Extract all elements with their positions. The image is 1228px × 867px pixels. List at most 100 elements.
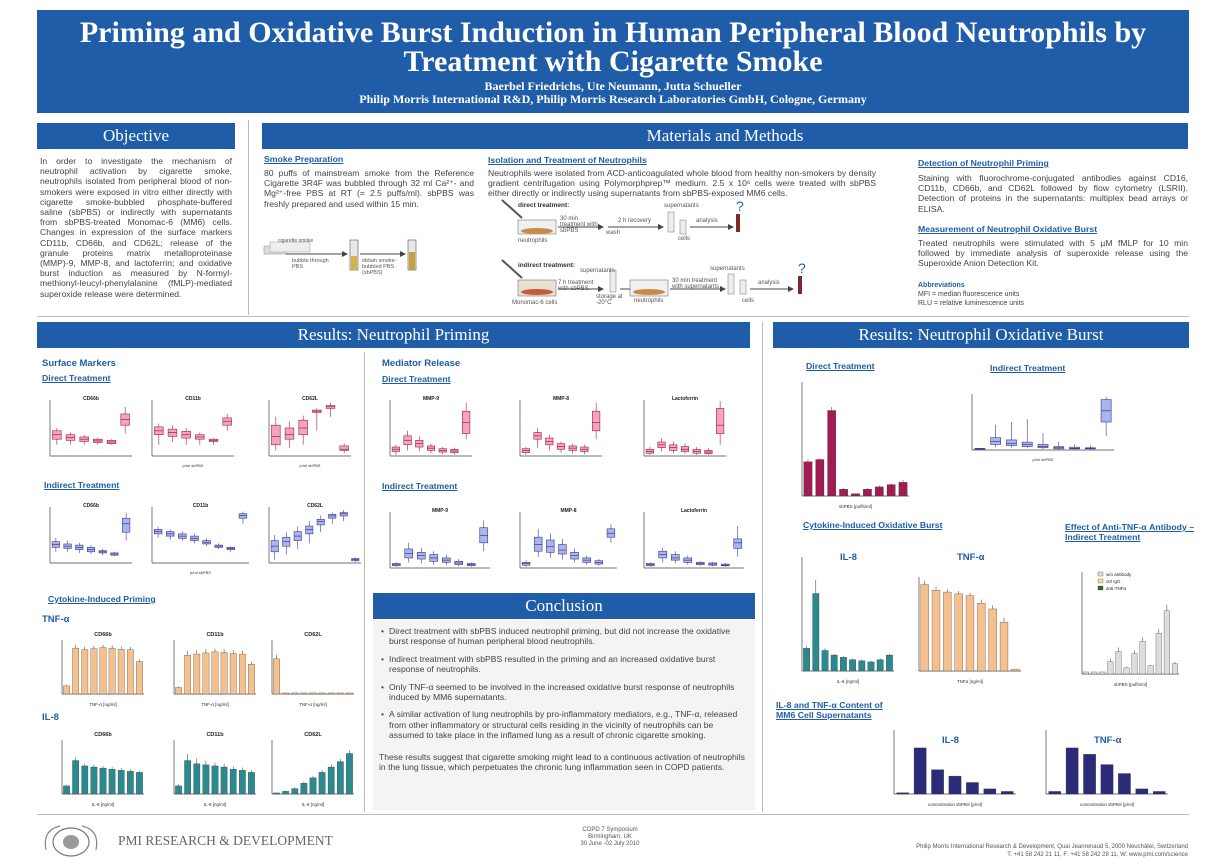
bar bbox=[815, 459, 825, 497]
bar bbox=[81, 649, 89, 695]
bar bbox=[318, 692, 326, 695]
chart-svg: concentration sbPBS [p/ml] bbox=[1045, 730, 1168, 807]
legend-swatch bbox=[1097, 571, 1104, 577]
bar bbox=[126, 771, 134, 795]
chart-cd66b-indirect: CD66b bbox=[36, 495, 136, 577]
chart-svg: sbPBS [puffs/ml] bbox=[801, 382, 909, 509]
bar bbox=[876, 659, 884, 672]
bar bbox=[126, 649, 134, 695]
box bbox=[122, 517, 131, 533]
chart-title: CD11b bbox=[185, 396, 201, 402]
diagram-mm6: Monomac-6 cells bbox=[512, 300, 558, 306]
bar bbox=[108, 647, 116, 695]
chart-title: Lactoferrin bbox=[681, 508, 707, 514]
box bbox=[271, 424, 281, 446]
chart-title: CD66b bbox=[94, 632, 112, 638]
chart-svg: CD66b TNF-α [ng/ml] bbox=[61, 632, 144, 707]
bar bbox=[90, 766, 98, 795]
chart-cd11b-direct: CD11b p/ml sbPBS bbox=[138, 388, 238, 470]
diagram-wash: wash bbox=[606, 230, 621, 236]
bar bbox=[863, 489, 872, 497]
event-location: Birmingham, UK bbox=[588, 834, 632, 840]
bar bbox=[238, 770, 246, 795]
event-dates: 30 June -02 July 2010 bbox=[580, 841, 640, 847]
chart-cd62l-indirect: CD62L bbox=[255, 495, 365, 577]
divider-priming bbox=[364, 352, 365, 812]
footer-address: Philip Morris International Research & D… bbox=[916, 844, 1188, 850]
bar bbox=[193, 763, 201, 795]
chart-svg: CD66b bbox=[49, 396, 132, 457]
event-name: COPD 7 Symposium bbox=[582, 827, 638, 833]
box bbox=[592, 410, 601, 432]
chart-svg: MMP-8 bbox=[519, 508, 617, 569]
chart-title: CD62L bbox=[307, 503, 323, 509]
bar bbox=[988, 608, 997, 672]
bar bbox=[874, 486, 884, 497]
chart-mm6-il8: concentration sbPBS [p/ml] bbox=[880, 718, 1020, 808]
bar bbox=[336, 761, 344, 795]
bar bbox=[175, 785, 182, 795]
bar bbox=[300, 783, 308, 795]
legend-label: w/o antibody bbox=[1106, 572, 1132, 577]
x-label: TNF-α [ng/ml] bbox=[201, 702, 229, 707]
bar bbox=[840, 657, 847, 672]
bar bbox=[821, 650, 829, 672]
bar bbox=[1123, 667, 1130, 675]
bar bbox=[220, 652, 228, 695]
poster-header: Priming and Oxidative Burst Induction in… bbox=[37, 10, 1189, 113]
box bbox=[1006, 439, 1017, 446]
bar bbox=[291, 788, 299, 795]
bar bbox=[72, 647, 80, 695]
bar bbox=[1011, 668, 1020, 672]
diagram-bubble-label: bubble through PBS bbox=[292, 258, 329, 270]
bar bbox=[1083, 671, 1090, 675]
diagram-storage: storage at -20°C bbox=[596, 294, 623, 306]
diagram-supernatants-2: supernatants bbox=[580, 268, 615, 274]
bar bbox=[803, 461, 813, 497]
bar bbox=[803, 648, 810, 672]
chart-burst-tnf: TNFα [ng/ml] bbox=[905, 565, 1025, 685]
bar bbox=[346, 753, 353, 795]
chart-title: CD62L bbox=[304, 632, 322, 638]
chart-il8-cd62l: CD62L IL-8 [ng/ml] bbox=[258, 728, 358, 808]
bar bbox=[184, 760, 192, 795]
bar bbox=[849, 659, 856, 672]
bar bbox=[63, 785, 70, 795]
chart-lactoferrin-indirect: Lactoferrin bbox=[630, 500, 748, 582]
chart-title: CD66b bbox=[83, 396, 99, 402]
chart-svg: CD11b p/ml sbPBS bbox=[151, 503, 249, 575]
diagram-supernatants-3: supernatants bbox=[710, 266, 745, 272]
x-label: IL-8 [ng/ml] bbox=[204, 802, 227, 807]
bar bbox=[211, 765, 219, 795]
chart-title: CD66b bbox=[83, 503, 99, 509]
bar bbox=[229, 769, 237, 795]
bar bbox=[896, 792, 909, 795]
chart-title: MMP-9 bbox=[423, 396, 439, 402]
box bbox=[284, 427, 295, 440]
box bbox=[558, 544, 567, 555]
bar bbox=[1139, 641, 1146, 675]
chart-burst-il8: IL-8 [ng/ml] bbox=[788, 545, 898, 685]
chart-burst-direct: sbPBS [puffs/ml] bbox=[788, 370, 913, 510]
bar bbox=[117, 649, 125, 695]
bar bbox=[1131, 653, 1138, 675]
bar bbox=[1153, 791, 1166, 795]
bar bbox=[309, 692, 317, 695]
x-label: p/ml sbPBS bbox=[1033, 457, 1054, 462]
bar bbox=[282, 692, 290, 695]
bar bbox=[318, 772, 326, 795]
x-label: sbPBS [puffs/ml] bbox=[839, 504, 872, 509]
box bbox=[990, 437, 1002, 445]
diagram-30min: 30 min treatment with sbPBS bbox=[560, 216, 598, 234]
bar bbox=[327, 766, 335, 795]
chart-cd62l-direct: CD62L p/ml sbPBS bbox=[255, 388, 355, 470]
x-label: IL-8 [ng/ml] bbox=[302, 802, 325, 807]
box bbox=[733, 538, 743, 549]
mediator-release-title: Mediator Release bbox=[382, 358, 461, 369]
bar bbox=[1135, 788, 1149, 795]
burst-method-title: Measurement of Neutrophil Oxidative Burs… bbox=[918, 224, 1098, 234]
chart-svg: IL-8 [ng/ml] bbox=[801, 557, 894, 684]
diagram-cig-label: cigarette smoke bbox=[278, 238, 314, 244]
chart-svg: CD66b IL-8 [ng/ml] bbox=[61, 732, 144, 807]
legend-label: ctrl IgG bbox=[1106, 579, 1121, 584]
